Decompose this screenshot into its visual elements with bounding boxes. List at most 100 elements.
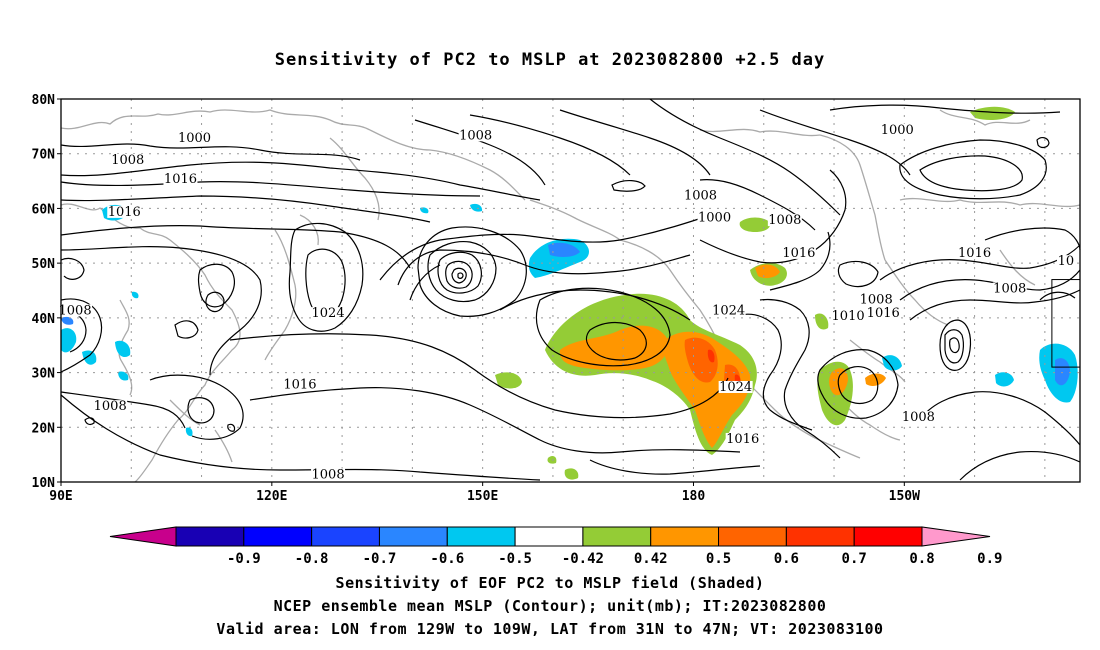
mslp-contours xyxy=(60,98,1081,481)
contour-label: 1008 xyxy=(993,282,1026,297)
negative-region xyxy=(470,203,483,212)
contour-label: 1024 xyxy=(712,303,745,318)
contour-label-bg xyxy=(1056,255,1075,268)
colorbar-box xyxy=(378,526,448,547)
latitude-label: 40N xyxy=(32,312,56,327)
colorbar-box xyxy=(175,526,245,547)
contour-label-bg xyxy=(58,304,93,317)
contour-label-bg xyxy=(901,411,936,424)
contour-label: 1008 xyxy=(684,188,717,203)
contour-label-bg xyxy=(718,380,753,393)
contour-label-bg xyxy=(458,129,493,142)
contour-label: 1008 xyxy=(902,410,935,425)
positive-region xyxy=(970,106,1015,120)
colorbar-box xyxy=(718,526,787,547)
colorbar-box xyxy=(853,526,923,547)
colorbar-box xyxy=(243,526,313,547)
contour-label: 10 xyxy=(1058,254,1075,269)
positive-region xyxy=(663,331,751,448)
colorbar-label: 0.5 xyxy=(706,551,731,567)
colorbar-label: 0.8 xyxy=(909,551,934,567)
colorbar-box xyxy=(650,526,720,547)
colorbar-label: -0.7 xyxy=(363,551,397,567)
contour-label-bg xyxy=(992,282,1027,295)
colorbar-label: -0.6 xyxy=(430,551,464,567)
longitude-label: 150E xyxy=(467,489,498,504)
positive-region xyxy=(495,372,522,389)
contour-label-bg xyxy=(866,307,901,320)
caption-line-3: Valid area: LON from 129W to 109W, LAT f… xyxy=(216,620,884,638)
contour-label-bg xyxy=(767,214,802,227)
colorbar-label: 0.7 xyxy=(842,551,867,567)
contour-label: 1000 xyxy=(881,123,914,138)
caption-line-1: Sensitivity of EOF PC2 to MSLP field (Sh… xyxy=(335,574,765,592)
negative-region xyxy=(115,340,131,358)
gridlines xyxy=(61,99,1080,482)
colorbar-label: -0.9 xyxy=(227,551,261,567)
latitude-label: 50N xyxy=(32,257,56,272)
contour-label-bg xyxy=(107,205,142,218)
contour-label: 1008 xyxy=(312,468,345,483)
colorbar-box xyxy=(446,526,516,547)
positive-region xyxy=(559,325,669,371)
negative-region xyxy=(995,372,1014,387)
latitude-labels: 80N 70N 60N 50N 40N 30N 20N 10N xyxy=(32,93,61,491)
latitude-label: 20N xyxy=(32,421,56,436)
contour-label-bg xyxy=(781,246,816,259)
colorbar-label: -0.8 xyxy=(295,551,329,567)
colorbar-box xyxy=(785,526,855,547)
coastlines xyxy=(60,109,1081,483)
contour-label-bg xyxy=(957,246,992,259)
latitude-label: 30N xyxy=(32,367,56,382)
contour-label-bg xyxy=(110,153,145,166)
contour-label: 1008 xyxy=(860,292,893,307)
negative-region xyxy=(882,355,902,371)
map-frame xyxy=(60,98,1081,483)
positive-region xyxy=(865,373,886,386)
colorbar-label: -0.5 xyxy=(498,551,532,567)
contour-label-bg xyxy=(163,173,198,186)
longitude-label: 120E xyxy=(256,489,287,504)
colorbar-label: 0.42 xyxy=(634,551,668,567)
contour-label: 1024 xyxy=(312,306,345,321)
longitude-label: 90E xyxy=(49,489,72,504)
contour-label: 1016 xyxy=(164,172,197,187)
contour-label: 1008 xyxy=(111,153,144,168)
contour-label: 1016 xyxy=(283,377,316,392)
negative-region xyxy=(118,371,129,381)
negative-region xyxy=(61,316,74,325)
positive-region xyxy=(815,313,829,330)
contour-label: 1010 xyxy=(832,309,865,324)
contour-label: 1008 xyxy=(459,128,492,143)
chart-title: Sensitivity of PC2 to MSLP at 2023082800… xyxy=(274,50,826,70)
colorbar: -0.9 -0.8 -0.7 -0.6 -0.5 -0.42 0.42 0.5 0.6 0.7 0.… xyxy=(109,526,1002,567)
positive-region xyxy=(684,337,718,383)
negative-region xyxy=(548,242,580,257)
colorbar-label: 0.9 xyxy=(977,551,1002,567)
contour-label-bg xyxy=(859,293,894,306)
colorbar-high-extension xyxy=(921,526,991,547)
contour-label: 1000 xyxy=(178,131,211,146)
contour-label-bg xyxy=(311,468,346,481)
contour-label-bg xyxy=(282,378,317,391)
colorbar-box xyxy=(514,526,584,547)
contour-label: 1024 xyxy=(719,380,752,395)
negative-region xyxy=(1055,358,1070,386)
contour-label-bg xyxy=(311,307,346,320)
sensitivity-shading xyxy=(61,106,1078,480)
latitude-label: 60N xyxy=(32,202,56,217)
negative-region xyxy=(82,350,97,365)
contour-label: 1008 xyxy=(94,399,127,414)
colorbar-low-extension xyxy=(109,526,177,547)
positive-region xyxy=(707,349,715,363)
contour-label: 1008 xyxy=(768,213,801,228)
negative-region xyxy=(185,427,193,437)
contour-label-bg xyxy=(711,304,746,317)
colorbar-label: 0.6 xyxy=(774,551,799,567)
contour-label-bg xyxy=(831,309,866,322)
contour-label: 1016 xyxy=(782,246,815,261)
contour-label-bg xyxy=(725,432,760,445)
